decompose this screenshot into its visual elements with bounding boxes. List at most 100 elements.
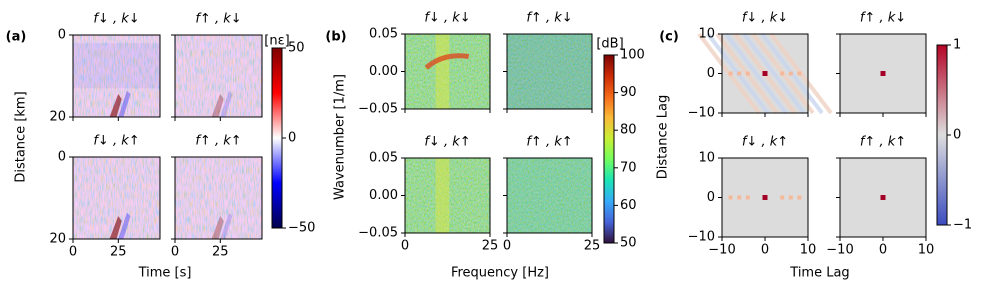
heatmap-image — [507, 158, 592, 233]
signal-streak — [109, 94, 122, 117]
colorbar-tick-label: 50 — [620, 236, 637, 251]
lag-peak — [880, 71, 886, 76]
colorbar — [603, 54, 615, 244]
x-tick-label: 25 — [584, 239, 601, 254]
heatmap-image — [175, 157, 262, 239]
y-tick-label: −10 — [688, 230, 715, 245]
subplot-title: f↓ , k↑ — [93, 134, 139, 149]
lag-stripe — [742, 32, 806, 115]
colorbar-tick-label: 90 — [620, 85, 637, 100]
y-tick-label: 20 — [49, 110, 66, 125]
axes-frame — [72, 156, 161, 240]
image-noise — [507, 34, 592, 109]
x-tick-label: −10 — [826, 243, 853, 258]
y-axis-label: Distance Lag — [656, 95, 671, 179]
y-tick-label: 0 — [58, 28, 66, 43]
colorbar-label: [nε] — [264, 34, 289, 49]
image-noise — [405, 158, 490, 233]
image-noise — [507, 158, 592, 233]
colorbar-tick-label: 80 — [620, 123, 637, 138]
colorbar-tick-label: 100 — [620, 48, 645, 63]
heatmap-image — [405, 34, 490, 109]
lag-peak — [762, 195, 768, 200]
lag-dot — [737, 71, 742, 76]
heatmap-image — [840, 34, 926, 113]
colorbar-tick-label: 70 — [620, 160, 637, 175]
y-axis-label: Distance [km] — [14, 91, 29, 182]
lag-dot — [780, 71, 785, 76]
y-tick-label: 10 — [698, 27, 715, 42]
lag-peak — [880, 195, 886, 200]
x-tick-label: 0 — [171, 245, 179, 260]
colorbar-tick-label: 1 — [953, 38, 961, 53]
signal-streak — [211, 216, 224, 239]
colorbar-tick-label: 60 — [620, 198, 637, 213]
spectral-tint — [507, 158, 592, 233]
lag-dot — [737, 195, 742, 200]
x-tick-label: 0 — [503, 239, 511, 254]
heatmap-image — [697, 32, 833, 115]
colorbar-tick-label: 50 — [288, 41, 305, 56]
x-tick-label: 10 — [918, 243, 935, 258]
signal-streak — [220, 90, 233, 117]
heatmap-image — [840, 158, 926, 237]
panel-label: (a) — [6, 30, 27, 45]
subplot-title: f↓ , k↓ — [93, 12, 139, 27]
subplot-title: f↑ , k↑ — [526, 135, 572, 150]
y-tick-label: −0.05 — [358, 226, 398, 241]
colorbar — [271, 47, 283, 229]
x-tick-label: 0 — [761, 243, 769, 258]
heatmap-image — [175, 35, 262, 117]
heatmap-image — [405, 158, 490, 233]
lag-dot — [728, 71, 733, 76]
lag-stripe — [724, 32, 788, 115]
x-tick-label: 25 — [482, 239, 499, 254]
subplot-title: f↓ , k↓ — [742, 11, 788, 26]
colorbar-tick-label: −50 — [288, 221, 315, 236]
y-tick-label: 20 — [49, 232, 66, 247]
x-tick-label: 25 — [212, 245, 229, 260]
x-tick-label: 0 — [401, 239, 409, 254]
lag-dot — [780, 195, 785, 200]
spectral-tint — [507, 34, 592, 109]
y-tick-label: 0.05 — [369, 27, 398, 42]
signal-band — [73, 43, 160, 89]
y-tick-label: 0 — [707, 66, 715, 81]
subplot-title: f↑ , k↓ — [860, 11, 906, 26]
y-tick-label: 0 — [707, 190, 715, 205]
subplot-title: f↓ , k↑ — [742, 135, 788, 150]
heatmap-image — [722, 158, 808, 237]
y-tick-label: 0 — [58, 150, 66, 165]
subplot-title: f↑ , k↓ — [195, 12, 241, 27]
image-noise — [175, 35, 262, 117]
lag-dot — [788, 71, 793, 76]
signal-streak — [220, 212, 233, 239]
lag-dot — [797, 195, 802, 200]
colorbar — [936, 44, 948, 226]
spectral-band — [435, 158, 450, 233]
image-noise — [405, 34, 490, 109]
x-axis-label: Frequency [Hz] — [451, 266, 549, 281]
subplot-title: f↑ , k↑ — [195, 134, 241, 149]
lag-dot — [728, 195, 733, 200]
lag-dot — [745, 71, 750, 76]
heatmap-image — [73, 157, 160, 239]
axes-frame — [174, 156, 263, 240]
colorbar-tick-label: 0 — [953, 128, 961, 143]
panel-label: (c) — [659, 30, 679, 45]
y-tick-label: −10 — [688, 106, 715, 121]
lag-peak — [762, 71, 768, 76]
signal-streak — [118, 90, 131, 117]
colorbar-label: [dB] — [596, 37, 623, 52]
panel-label: (b) — [325, 30, 346, 45]
y-tick-label: 0.00 — [369, 64, 398, 79]
x-tick-label: −10 — [708, 243, 735, 258]
y-tick-label: 10 — [698, 151, 715, 166]
lag-dot — [797, 71, 802, 76]
y-tick-label: 0.05 — [369, 151, 398, 166]
spectral-peak — [424, 53, 470, 70]
y-tick-label: 0.00 — [369, 188, 398, 203]
x-axis-label: Time Lag — [789, 266, 849, 281]
colorbar-tick-label: 0 — [288, 131, 296, 146]
signal-streak — [109, 216, 122, 239]
